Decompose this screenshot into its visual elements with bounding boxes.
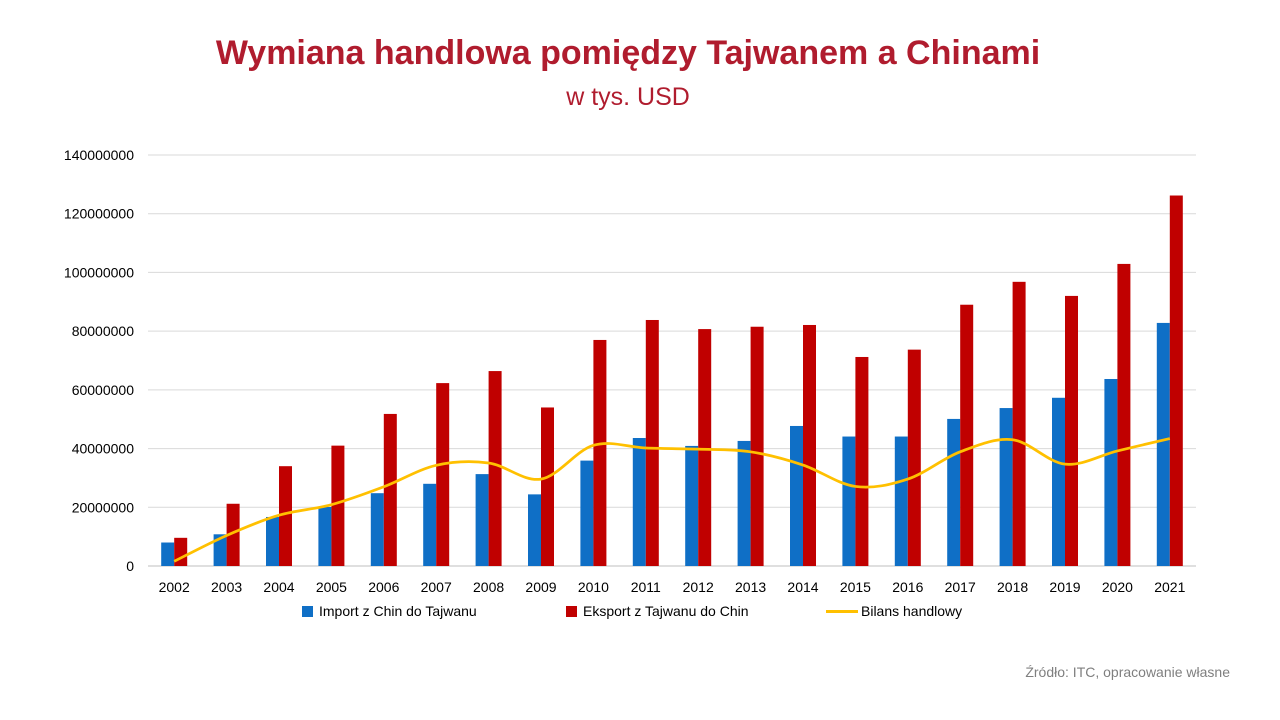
x-tick-label: 2003 <box>211 579 242 595</box>
import-bar <box>790 425 803 566</box>
y-tick-label: 20000000 <box>72 499 135 515</box>
export-bar <box>645 319 659 566</box>
import-bar <box>1052 397 1065 566</box>
balance-line <box>173 437 1171 563</box>
legend-item-export: Eksport z Tajwanu do Chin <box>566 603 749 619</box>
x-tick-label: 2017 <box>945 579 976 595</box>
y-tick-label: 80000000 <box>72 323 135 339</box>
x-tick-label: 2012 <box>683 579 714 595</box>
legend: Import z Chin do Tajwanu Eksport z Tajwan… <box>302 603 962 619</box>
x-tick-label: 2009 <box>525 579 556 595</box>
x-tick-label: 2021 <box>1154 579 1185 595</box>
import-bar <box>1104 378 1118 566</box>
import-bar <box>528 494 541 566</box>
chart-subtitle: w tys. USD <box>566 83 690 111</box>
import-bar <box>685 445 699 566</box>
legend-item-balance: Bilans handlowy <box>826 603 962 619</box>
import-bar <box>894 436 908 566</box>
x-tick-label: 2020 <box>1102 579 1133 595</box>
x-tick-label: 2008 <box>473 579 504 595</box>
chart-title: Wymiana handlowa pomiędzy Tajwanem a Chi… <box>215 34 1041 72</box>
export-bar <box>1117 263 1131 566</box>
export-bar <box>331 445 345 566</box>
export-bar <box>803 324 816 566</box>
x-axis-ticks: 2002 2003 2004 2005 2006 2007 2008 2009 2010 2011… <box>159 579 1186 595</box>
legend-label: Eksport z Tajwanu do Chin <box>583 603 749 619</box>
x-tick-label: 2004 <box>263 579 294 595</box>
import-bar <box>632 438 646 566</box>
x-tick-label: 2018 <box>997 579 1028 595</box>
legend-swatch <box>302 606 313 617</box>
grid-lines <box>148 154 1196 567</box>
export-bar <box>1169 195 1183 566</box>
x-tick-label: 2006 <box>368 579 399 595</box>
export-bar <box>593 339 607 566</box>
x-tick-label: 2014 <box>787 579 818 595</box>
export-bar <box>1012 281 1026 566</box>
legend-label: Import z Chin do Tajwanu <box>319 603 477 619</box>
x-tick-label: 2019 <box>1049 579 1080 595</box>
y-tick-label: 0 <box>126 558 134 574</box>
import-bar <box>161 542 175 566</box>
export-bar <box>436 383 450 566</box>
y-axis-ticks: 0 20000000 40000000 60000000 80000000 1000000… <box>64 147 134 574</box>
export-bar <box>855 356 869 566</box>
bars <box>161 195 1183 566</box>
balance-line-layer <box>173 437 1171 563</box>
x-tick-label: 2016 <box>892 579 923 595</box>
export-bar <box>383 413 397 566</box>
import-bar <box>266 516 279 566</box>
legend-swatch <box>566 606 577 617</box>
x-tick-label: 2015 <box>840 579 871 595</box>
x-tick-label: 2010 <box>578 579 609 595</box>
legend-label: Bilans handlowy <box>861 603 962 619</box>
y-tick-label: 120000000 <box>64 206 134 222</box>
legend-item-import: Import z Chin do Tajwanu <box>302 603 477 619</box>
import-bar <box>370 493 384 566</box>
y-tick-label: 100000000 <box>64 264 134 280</box>
import-bar <box>947 418 961 566</box>
x-tick-label: 2013 <box>735 579 766 595</box>
source-note: Źródło: ITC, opracowanie własne <box>1025 664 1230 680</box>
y-tick-label: 40000000 <box>72 441 135 457</box>
x-tick-label: 2002 <box>159 579 190 595</box>
x-tick-label: 2005 <box>316 579 347 595</box>
import-bar <box>423 483 437 566</box>
import-bar <box>580 460 594 566</box>
y-tick-label: 140000000 <box>64 147 134 163</box>
x-tick-label: 2011 <box>631 579 661 595</box>
import-bar <box>213 534 227 566</box>
export-bar <box>1065 295 1078 566</box>
import-bar <box>999 408 1013 566</box>
export-bar <box>541 407 554 566</box>
import-bar <box>737 440 751 566</box>
export-bar <box>907 349 921 566</box>
x-tick-label: 2007 <box>421 579 452 595</box>
import-bar <box>1156 322 1170 566</box>
export-bar <box>488 371 502 566</box>
import-bar <box>842 436 856 566</box>
y-tick-label: 60000000 <box>72 382 135 398</box>
export-bar <box>750 326 764 566</box>
export-bar <box>960 304 974 566</box>
import-bar <box>318 506 332 566</box>
export-bar <box>226 503 240 566</box>
import-bar <box>475 474 489 566</box>
export-bar <box>279 466 292 566</box>
export-bar <box>698 329 712 566</box>
